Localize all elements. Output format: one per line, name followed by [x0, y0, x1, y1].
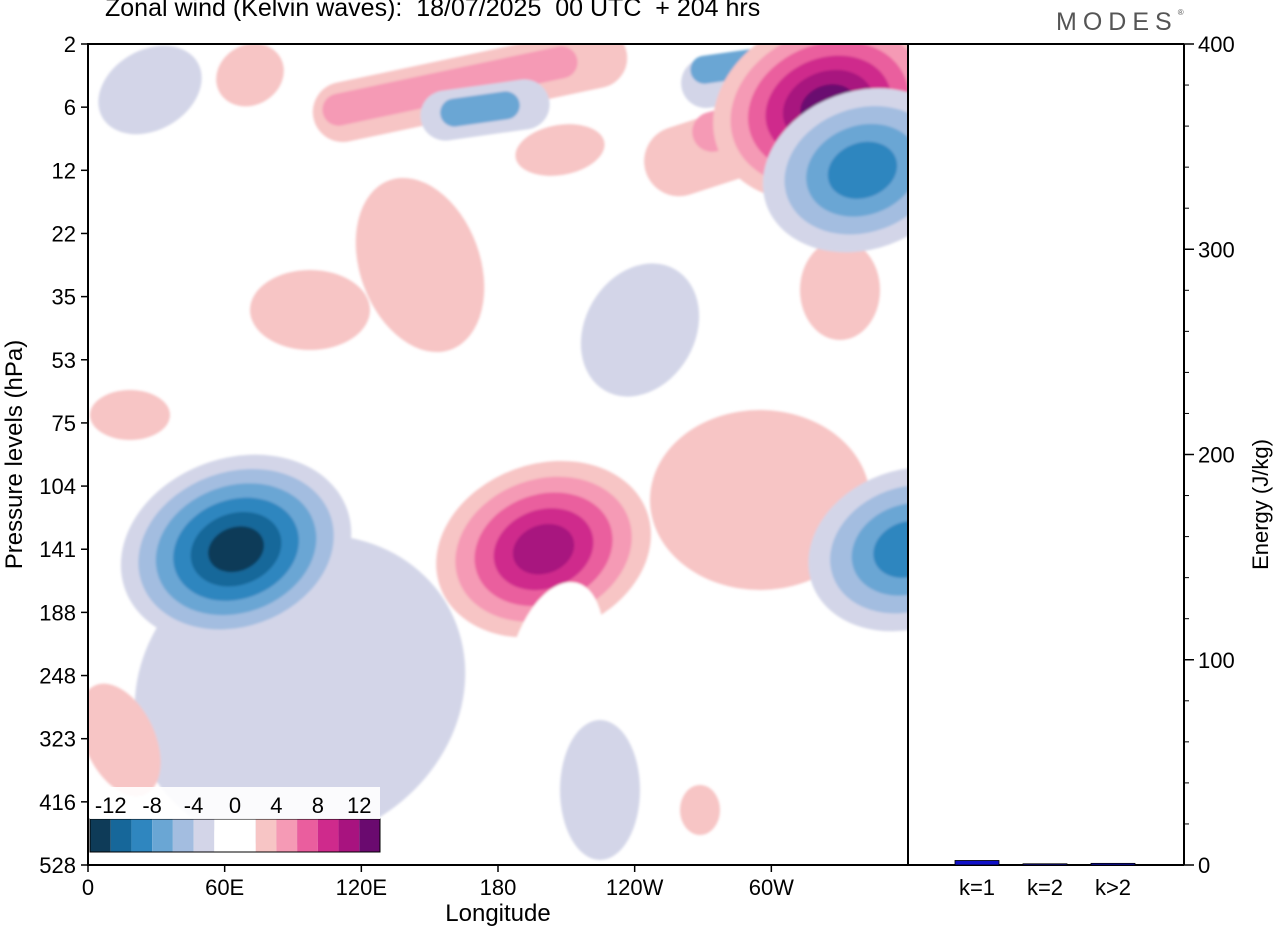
contour-region-12 [216, 44, 284, 107]
hovmoller-contour-plot [88, 44, 908, 865]
contour-level-6 [208, 526, 264, 573]
y-tick-label: 22 [52, 221, 76, 246]
contour-level-3 [851, 502, 908, 596]
colorbar-swatch [214, 819, 235, 852]
energy-y-tick-label: 400 [1198, 32, 1235, 57]
y-tick-label: 6 [64, 95, 76, 120]
colorbar-swatch [110, 819, 132, 852]
energy-bar [1090, 862, 1136, 866]
contour-feature-1 [120, 454, 352, 644]
y-tick-label: 528 [39, 853, 76, 878]
energy-bar [954, 860, 1000, 866]
energy-bar [1022, 863, 1068, 866]
colorbar-tick-label: 8 [312, 793, 324, 818]
y-tick-label: 248 [39, 664, 76, 689]
contour-region-6 [800, 240, 880, 340]
contour-level-4 [827, 141, 898, 199]
energy-category-label: k=1 [959, 875, 995, 900]
contour-region-2 [355, 177, 485, 353]
contour-feature-2 [436, 460, 651, 638]
contour-level-5 [512, 524, 575, 575]
colorbar-swatch [172, 819, 194, 852]
contour-region-3 [250, 270, 370, 350]
energy-y-tick-label: 300 [1198, 237, 1235, 262]
x-tick-label: 120W [606, 875, 664, 900]
colorbar-tick-label: -12 [95, 793, 127, 818]
contour-region-10 [90, 390, 170, 440]
contour-region-4 [580, 263, 700, 397]
colorbar-tick-label: -8 [142, 793, 162, 818]
chart-title: Zonal wind (Kelvin waves): 18/07/2025 00… [105, 0, 761, 22]
colorbar-swatch [90, 819, 111, 852]
energy-category-label: k>2 [1095, 875, 1131, 900]
y-tick-label: 35 [52, 285, 76, 310]
x-axis-label: Longitude [445, 900, 550, 927]
colorbar-swatch [317, 819, 339, 852]
y-tick-label: 104 [39, 474, 76, 499]
energy-bar-chart: 0 100 200 300 400 Energy (J/kg) k=1 k=2 k>2 [954, 32, 1273, 900]
y-tick-label: 416 [39, 790, 76, 815]
x-tick-label: 180 [480, 875, 517, 900]
x-tick-label: 60W [749, 875, 794, 900]
colorbar-swatch [338, 819, 360, 852]
brand-registered-mark: ® [1177, 8, 1184, 17]
x-tick-label: 120E [336, 875, 387, 900]
y-tick-label: 141 [39, 537, 76, 562]
y-tick-label: 323 [39, 727, 76, 752]
y-tick-label: 75 [52, 411, 76, 436]
colorbar-swatch [276, 819, 298, 852]
energy-y-tick-label: 200 [1198, 443, 1235, 468]
colorbar-tick-label: -4 [184, 793, 204, 818]
energy-axis-label: Energy (J/kg) [1248, 439, 1273, 570]
y-tick-label: 12 [52, 158, 76, 183]
contour-zero-hole [506, 582, 604, 748]
contour-region-7 [88, 683, 161, 797]
colorbar-swatch [255, 819, 277, 852]
colorbar-tick-label: 4 [270, 793, 282, 818]
energy-y-tick-label: 0 [1198, 853, 1210, 878]
contour-band-3 [440, 91, 520, 127]
y-tick-label: 53 [52, 348, 76, 373]
y-tick-label: 2 [64, 32, 76, 57]
colorbar-tick-label: 12 [347, 793, 371, 818]
contour-band-1 [322, 46, 578, 126]
colorbar-swatch [131, 819, 153, 852]
colorbar: -12 -8 -4 0 4 8 12 [89, 787, 381, 853]
brand-logo: MODES® [1056, 8, 1184, 37]
contour-feature-4 [762, 88, 908, 253]
contour-layers [88, 44, 908, 860]
colorbar-swatch [235, 819, 256, 852]
colorbar-label-bg [90, 787, 380, 819]
colorbar-swatch [193, 819, 215, 852]
x-tick-label: 0 [82, 875, 94, 900]
x-tick-label: 60E [205, 875, 244, 900]
contour-region-11 [98, 45, 202, 135]
colorbar-swatch [297, 819, 318, 852]
colorbar-swatch [359, 819, 380, 852]
energy-y-tick-label: 100 [1198, 648, 1235, 673]
contour-region-9 [515, 124, 605, 176]
y-axis-label: Pressure levels (hPa) [1, 340, 28, 569]
contour-region-1 [560, 720, 640, 860]
y-tick-label: 188 [39, 600, 76, 625]
energy-category-label: k=2 [1027, 875, 1063, 900]
contour-region-8 [680, 785, 720, 835]
colorbar-swatch [152, 819, 173, 852]
colorbar-tick-label: 0 [229, 793, 241, 818]
brand-name: MODES [1056, 8, 1178, 36]
